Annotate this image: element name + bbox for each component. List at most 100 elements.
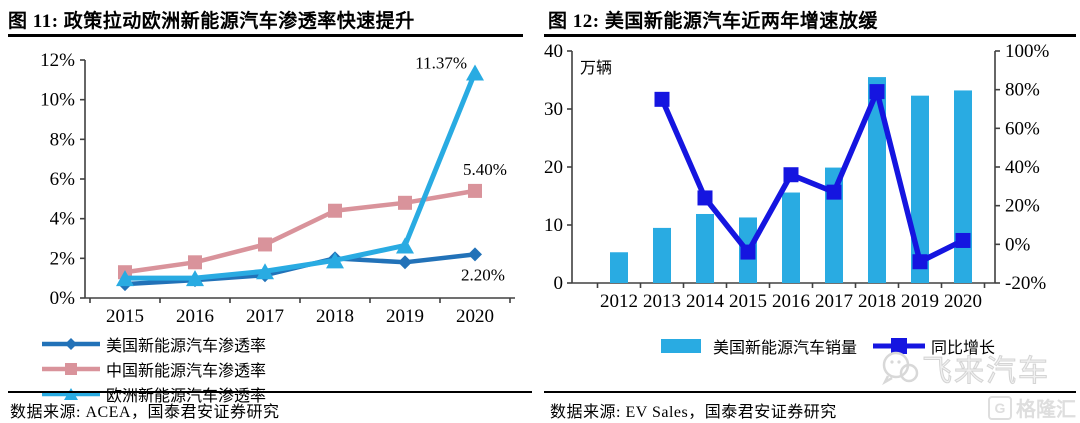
y-axis-label: 6%: [50, 169, 76, 190]
chart-title-right: 图 12: 美国新能源汽车近两年增速放缓: [548, 11, 878, 32]
x-axis-label: 2014: [686, 291, 725, 312]
x-axis-label: 2017: [246, 306, 284, 327]
series-marker: [328, 203, 342, 218]
x-axis-label: 2016: [772, 291, 810, 312]
bar: [653, 227, 671, 283]
legend-marker: [891, 338, 907, 354]
axis-unit-label: 万辆: [580, 59, 612, 77]
y-axis-right-label: 0%: [1005, 234, 1031, 255]
series-marker: [697, 190, 713, 206]
y-axis-label: 2%: [50, 248, 76, 269]
chart-title-left: 图 11: 政策拉动欧洲新能源汽车渗透率快速提升: [8, 11, 415, 32]
y-axis-label: 8%: [50, 129, 76, 150]
legend-item: 同比增长: [873, 334, 995, 358]
legend-right: 美国新能源汽车销量 同比增长: [540, 331, 1080, 361]
panel-figure-11: 图 11: 政策拉动欧洲新能源汽车渗透率快速提升 0% 2% 4% 6% 8% 10% 12…: [0, 11, 540, 421]
x-axis-label: 2019: [386, 306, 424, 327]
x-axis-label: 2018: [316, 306, 354, 327]
data-label: 2.20%: [461, 265, 505, 284]
bar: [868, 77, 886, 283]
series-marker: [326, 252, 344, 269]
gelonghui-logo-icon: G: [988, 395, 1012, 420]
legend-swatch: [873, 338, 925, 354]
legend-label: 美国新能源汽车销量: [712, 340, 857, 357]
legend-label: 美国新能源汽车渗透率: [106, 337, 267, 355]
series-marker: [955, 232, 971, 248]
series-marker: [826, 184, 842, 200]
bar: [696, 213, 714, 283]
x-axis-label: 2016: [176, 306, 214, 327]
source-left: 数据来源: ACEA，国泰君安证券研究: [10, 404, 280, 421]
y-axis-left-label: 20: [544, 157, 563, 178]
bar: [954, 90, 972, 283]
source-right: 数据来源: EV Sales，国泰君安证券研究: [550, 404, 837, 421]
y-axis-label: 10%: [40, 90, 75, 111]
source-divider-right: [544, 391, 1076, 393]
bar: [610, 252, 628, 283]
series-marker: [116, 270, 134, 287]
panel-figure-12: 图 12: 美国新能源汽车近两年增速放缓 0 10 20 30 40 -20% 0% 20% 4…: [540, 0, 1080, 423]
x-axis-label: 2017: [815, 291, 853, 312]
data-label: 5.40%: [463, 160, 507, 179]
y-axis-label: 12%: [40, 50, 75, 71]
series-marker: [258, 237, 272, 252]
legend-swatch: [42, 387, 100, 400]
x-axis-label: 2019: [901, 291, 939, 312]
line-series: [125, 71, 478, 281]
series-marker: [740, 244, 756, 260]
line-series: [659, 88, 965, 265]
legend-label: 中国新能源汽车渗透率: [106, 362, 267, 380]
series-marker: [256, 263, 274, 280]
series-marker: [654, 91, 670, 107]
y-axis-right-label: 60%: [1005, 118, 1040, 139]
x-axis-label: 2015: [729, 291, 767, 312]
bar: [782, 192, 800, 283]
series-marker: [396, 237, 414, 254]
series-marker: [398, 255, 412, 270]
legend-swatch: [42, 337, 100, 350]
x-axis-label: 2020: [944, 291, 982, 312]
legend-marker: [64, 387, 78, 400]
series-marker: [398, 195, 412, 210]
title-underline-left: [8, 34, 523, 37]
series-marker: [869, 84, 885, 100]
legend-item: 美国新能源汽车销量: [655, 334, 857, 358]
line-series: [124, 188, 476, 275]
x-axis-label: 2018: [858, 291, 896, 312]
legend-swatch: [660, 339, 701, 353]
y-axis-right-label: 80%: [1005, 80, 1040, 101]
series-marker: [188, 255, 202, 270]
legend-item: 中国新能源汽车渗透率: [42, 356, 294, 381]
series-marker: [186, 270, 204, 287]
gelonghui-logo: G 格隆汇: [988, 393, 1076, 422]
y-axis-left-label: 40: [544, 41, 563, 62]
legend-marker: [65, 337, 77, 350]
y-axis-left-label: 10: [544, 215, 563, 236]
y-axis-label: 0%: [50, 288, 76, 309]
y-axis-left-label: 30: [544, 99, 563, 120]
series-marker: [783, 167, 799, 183]
legend-label: 同比增长: [931, 340, 996, 357]
x-axis-label: 2013: [643, 291, 681, 312]
x-axis-label: 2015: [106, 306, 144, 327]
x-axis-label: 2020: [456, 306, 494, 327]
source-divider-left: [8, 391, 532, 393]
y-axis-label: 4%: [50, 209, 76, 230]
line-chart-penetration: 0% 2% 4% 6% 8% 10% 12% 2015 2016 2017 2018 2019 2020…: [40, 50, 515, 327]
series-marker: [468, 247, 482, 262]
y-axis-right-label: 20%: [1005, 196, 1040, 217]
y-axis-left-label: 0: [554, 273, 564, 294]
series-marker: [912, 254, 928, 270]
y-axis-right-label: 40%: [1005, 157, 1040, 178]
legend-item: 美国新能源汽车渗透率: [42, 331, 294, 356]
y-axis-right-label: -20%: [1005, 273, 1046, 294]
legend-left: 美国新能源汽车渗透率 中国新能源汽车渗透率 欧洲新能源汽车渗透率: [0, 331, 540, 406]
x-axis-label: 2012: [600, 291, 638, 312]
title-underline-right: [544, 34, 1076, 37]
legend-swatch: [42, 362, 100, 375]
y-axis-right-label: 100%: [1005, 41, 1050, 62]
legend-marker: [65, 362, 77, 375]
series-marker: [468, 183, 482, 198]
data-label: 11.37%: [415, 53, 467, 72]
